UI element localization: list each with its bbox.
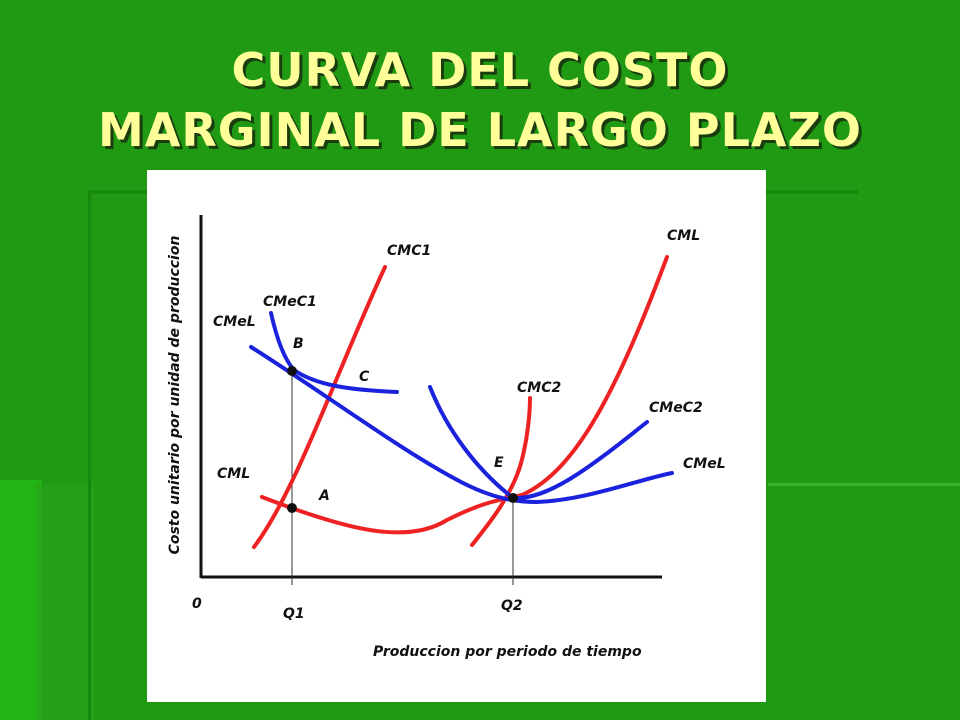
background-rule-left (88, 190, 91, 720)
slide-title-line-2: MARGINAL DE LARGO PLAZO (97, 103, 862, 157)
point-b-marker (287, 366, 297, 376)
cmec1-label: CMeC1 (263, 294, 317, 310)
cmc1-curve (252, 265, 387, 549)
slide-title-line-1: CURVA DEL COSTO (231, 43, 729, 97)
background-band (0, 480, 42, 720)
cost-curves-diagram: CMC1 CMeC1 CMeL CML CMC2 CML CMeC2 CMeL … (167, 215, 726, 660)
cmc2-curve (470, 396, 532, 547)
cml-left-label: CML (217, 466, 250, 482)
cmc1-label: CMC1 (387, 243, 431, 259)
background-rule-right (768, 483, 960, 486)
background-band-overlay (36, 484, 94, 720)
slide-title: CURVA DEL COSTO MARGINAL DE LARGO PLAZO (0, 40, 960, 160)
cml-right-label: CML (667, 228, 700, 244)
point-c-label: C (359, 369, 370, 385)
x-axis-label: Produccion por periodo de tiempo (373, 644, 642, 660)
diagram-panel: CMC1 CMeC1 CMeL CML CMC2 CML CMeC2 CMeL … (147, 170, 766, 702)
point-e-label: E (494, 455, 504, 471)
cmel-right-label: CMeL (683, 456, 726, 472)
point-a-label: A (318, 488, 330, 504)
origin-label: 0 (192, 596, 202, 612)
cmel-curve (249, 345, 674, 505)
tick-label-q1: Q1 (283, 606, 305, 622)
cmel-left-label: CMeL (213, 314, 256, 330)
cmc2-label: CMC2 (517, 380, 561, 396)
point-e-marker (508, 493, 518, 503)
cmec2-label: CMeC2 (649, 400, 703, 416)
tick-label-q2: Q2 (501, 598, 523, 614)
cmec1-curve (269, 311, 399, 394)
point-b-label: B (293, 336, 304, 352)
y-axis-label: Costo unitario por unidad de produccion (167, 236, 183, 555)
point-a-marker (287, 503, 297, 513)
